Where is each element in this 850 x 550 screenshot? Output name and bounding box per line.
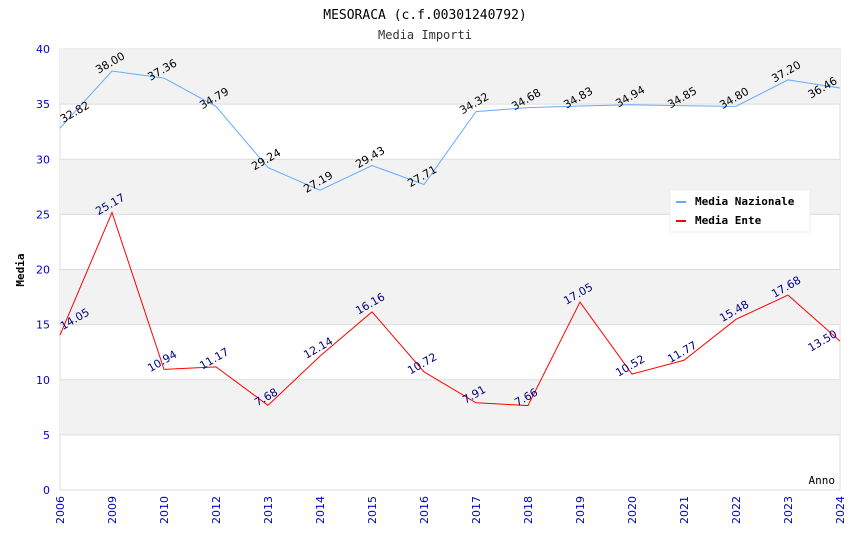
x-tick-label: 2012 [210, 496, 223, 524]
y-tick-label: 25 [36, 208, 50, 221]
x-tick-label: 2010 [158, 496, 171, 524]
chart-subtitle: Media Importi [378, 28, 472, 42]
x-tick-label: 2019 [574, 496, 587, 524]
y-tick-label: 30 [36, 153, 50, 166]
legend-label-ente: Media Ente [695, 214, 762, 227]
y-tick-label: 35 [36, 98, 50, 111]
grid-band [60, 269, 840, 325]
grid-band [60, 379, 840, 435]
legend-label-nazionale: Media Nazionale [695, 195, 795, 208]
x-tick-label: 2013 [262, 496, 275, 524]
x-tick-label: 2006 [54, 496, 67, 524]
x-tick-label: 2023 [782, 496, 795, 524]
y-tick-label: 0 [43, 484, 50, 497]
x-tick-label: 2009 [106, 496, 119, 524]
series-line-nazionale [59, 70, 841, 191]
x-tick-label: 2018 [522, 496, 535, 524]
x-axis-label: Anno [809, 474, 836, 487]
y-tick-label: 5 [43, 429, 50, 442]
x-tick-label: 2015 [366, 496, 379, 524]
x-tick-label: 2016 [418, 496, 431, 524]
x-tick-label: 2022 [730, 496, 743, 524]
chart-title: MESORACA (c.f.00301240792) [323, 8, 527, 23]
x-tick-label: 2024 [834, 496, 847, 524]
x-tick-label: 2017 [470, 496, 483, 524]
legend: Media Nazionale Media Ente [669, 189, 811, 233]
y-tick-label: 10 [36, 374, 50, 387]
y-axis-label: Media [14, 253, 27, 286]
y-tick-label: 15 [36, 319, 50, 332]
y-tick-label: 40 [36, 43, 50, 56]
series-line-ente [59, 211, 841, 407]
grid-band [60, 49, 840, 105]
x-tick-label: 2020 [626, 496, 639, 524]
x-tick-label: 2021 [678, 496, 691, 524]
y-tick-label: 20 [36, 264, 50, 277]
x-tick-label: 2014 [314, 496, 327, 524]
